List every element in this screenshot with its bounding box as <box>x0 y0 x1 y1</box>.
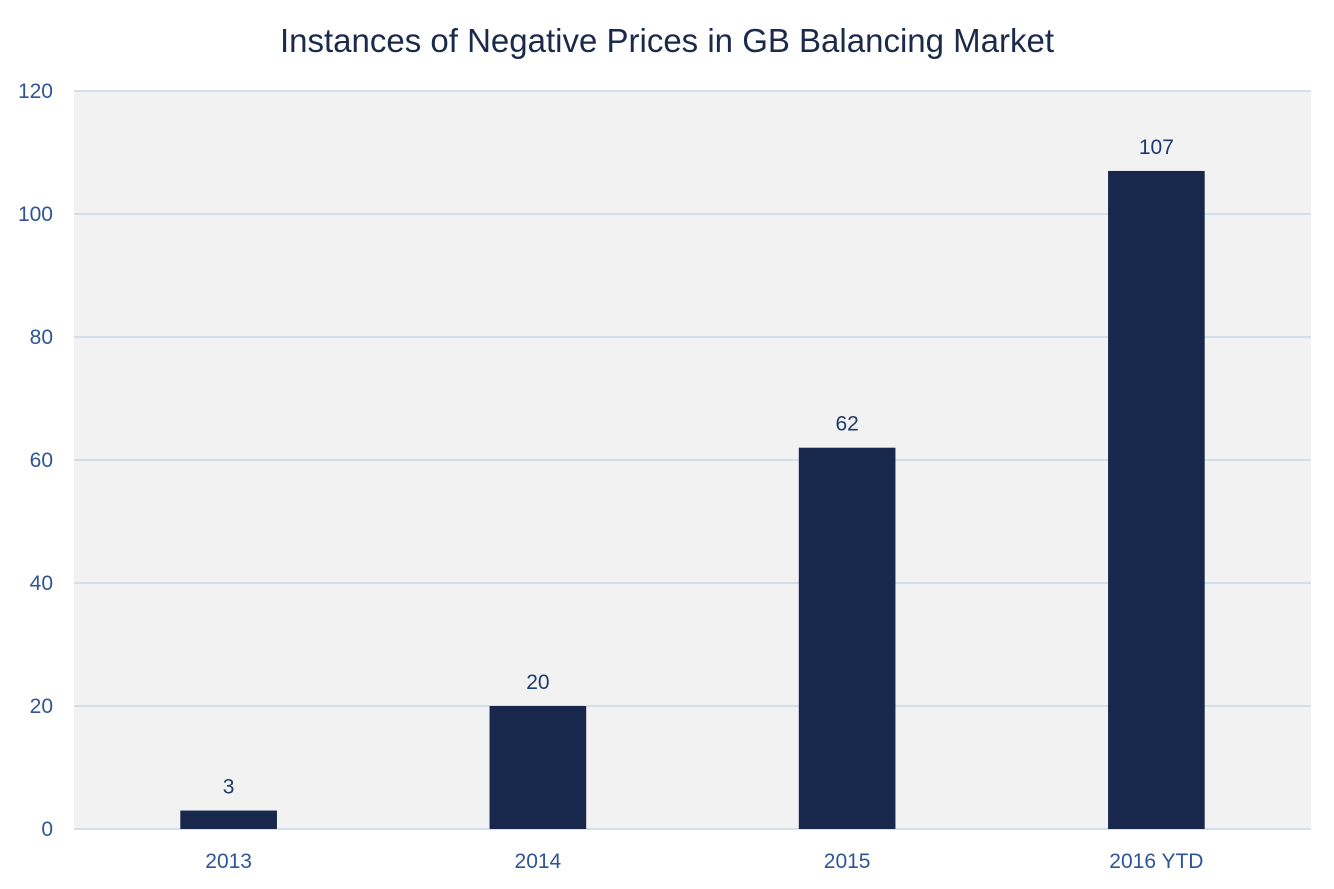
bar-2015 <box>798 447 896 829</box>
y-axis: 0 20 40 60 80 100 120 <box>18 80 53 841</box>
x-tick-label: 2013 <box>205 850 252 873</box>
y-tick-label: 80 <box>30 326 53 349</box>
bar-2013 <box>180 810 277 829</box>
y-tick-label: 100 <box>18 203 53 226</box>
x-axis: 2013 2014 2015 2016 YTD <box>205 850 1203 873</box>
data-label: 62 <box>835 413 858 436</box>
bars <box>180 170 1205 829</box>
data-label: 20 <box>526 671 549 694</box>
x-tick-label: 2015 <box>824 850 871 873</box>
data-labels: 3 20 62 107 <box>223 136 1174 799</box>
y-tick-label: 60 <box>30 449 53 472</box>
chart-title: Instances of Negative Prices in GB Balan… <box>280 22 1054 59</box>
y-tick-label: 0 <box>41 818 53 841</box>
y-tick-label: 40 <box>30 572 53 595</box>
gridlines <box>74 90 1311 830</box>
y-tick-label: 20 <box>30 695 53 718</box>
bar-2014 <box>489 706 587 829</box>
data-label: 107 <box>1139 136 1174 159</box>
y-tick-label: 120 <box>18 80 53 103</box>
x-tick-label: 2016 YTD <box>1109 850 1203 873</box>
bar-2016-ytd <box>1108 170 1205 829</box>
x-tick-label: 2014 <box>515 850 562 873</box>
data-label: 3 <box>223 776 235 799</box>
